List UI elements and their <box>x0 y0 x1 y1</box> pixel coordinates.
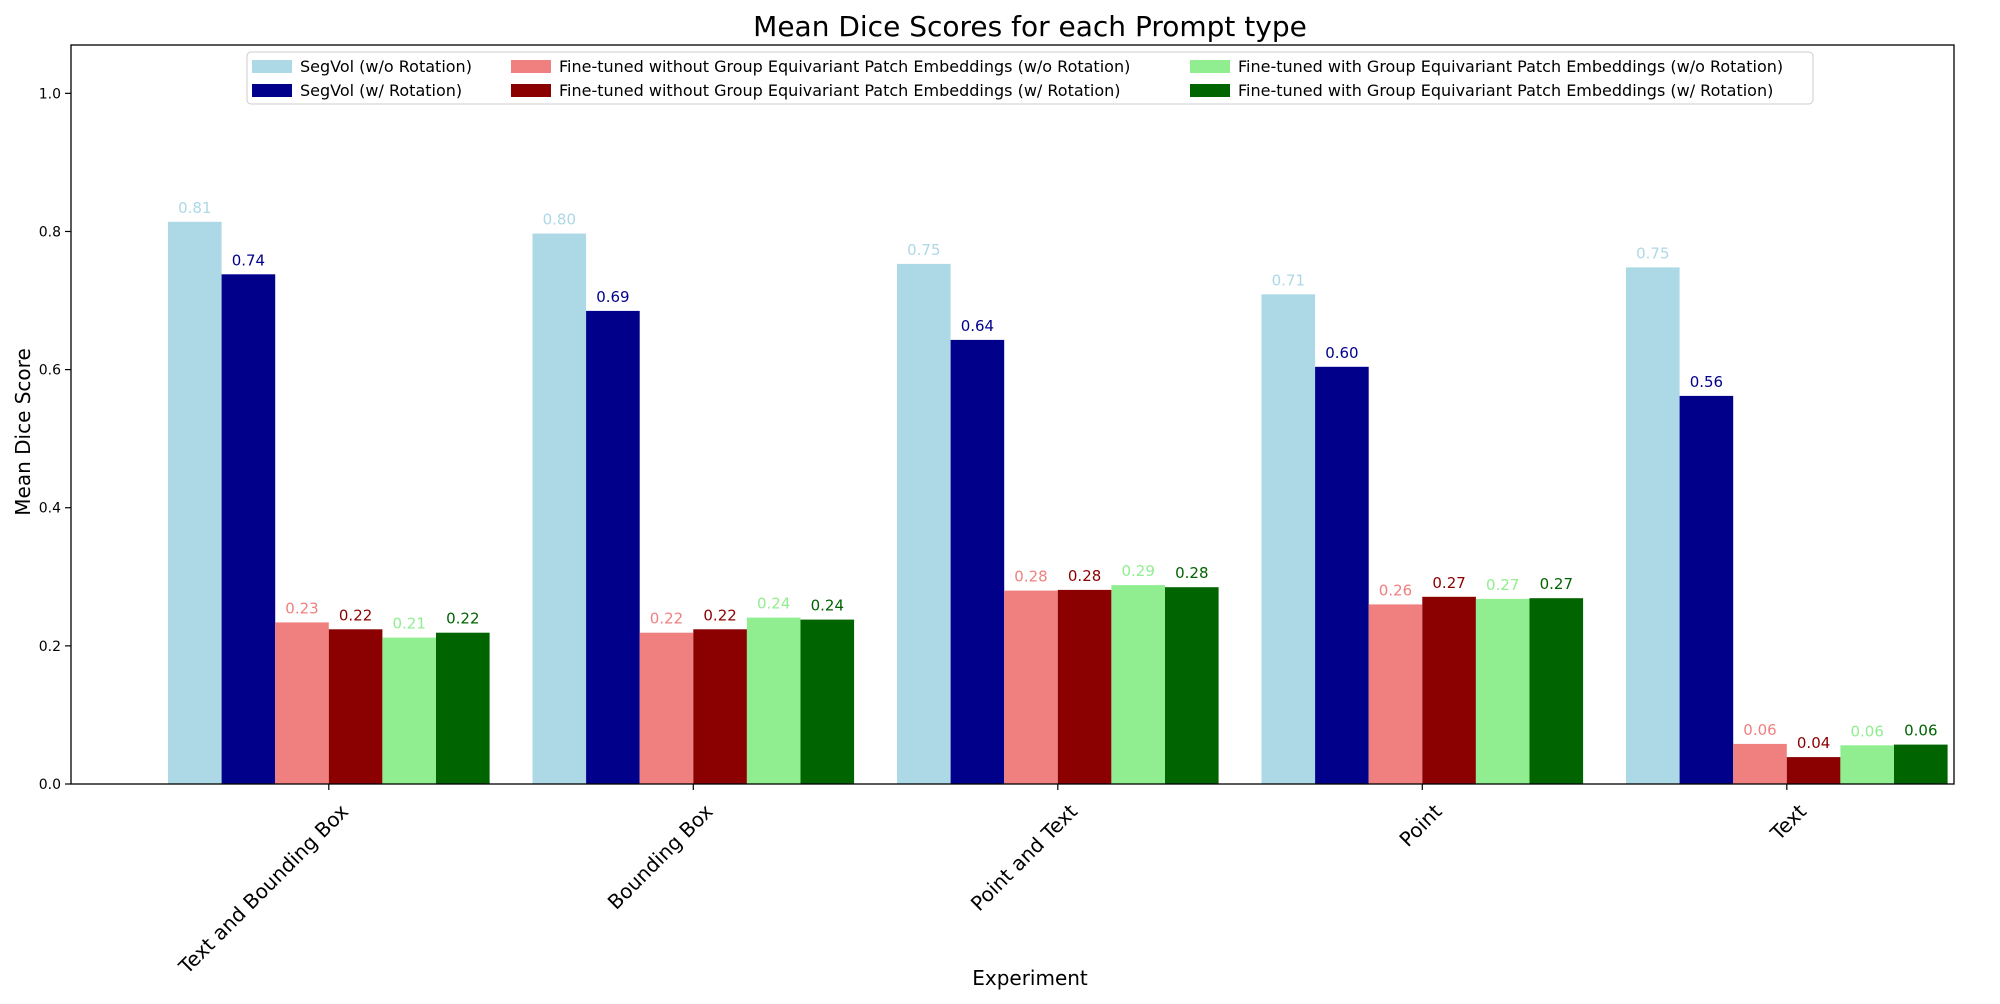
bar <box>746 617 801 784</box>
data-label: 0.75 <box>907 241 940 259</box>
data-label: 0.60 <box>1325 344 1358 362</box>
bar <box>275 622 329 784</box>
data-label: 0.56 <box>1690 373 1723 391</box>
data-label: 0.28 <box>1068 567 1101 585</box>
legend-entry-label: Fine-tuned without Group Equivariant Pat… <box>559 57 1130 76</box>
data-label: 0.71 <box>1272 271 1305 289</box>
data-label: 0.27 <box>1432 574 1465 592</box>
data-label: 0.22 <box>703 606 736 624</box>
bar <box>1679 395 1734 784</box>
data-label: 0.21 <box>392 615 425 633</box>
data-label: 0.26 <box>1379 581 1412 599</box>
bar <box>1786 757 1841 784</box>
y-tick-label: 0.0 <box>39 777 61 793</box>
bar <box>1626 267 1680 784</box>
data-label: 0.06 <box>1904 722 1937 740</box>
legend-box <box>246 51 1814 105</box>
legend-swatch <box>511 60 551 73</box>
y-tick-label: 0.2 <box>39 639 61 655</box>
data-label: 0.23 <box>285 599 318 617</box>
data-label: 0.24 <box>757 595 790 613</box>
legend-entry-label: Fine-tuned with Group Equivariant Patch … <box>1238 57 1783 76</box>
bar <box>950 339 1005 784</box>
data-label: 0.74 <box>232 251 265 269</box>
bar <box>1475 598 1530 784</box>
x-tick-label: Bounding Box <box>603 799 718 914</box>
data-label: 0.80 <box>543 211 576 229</box>
data-label: 0.06 <box>1850 722 1883 740</box>
legend-swatch <box>252 84 292 97</box>
axes-frame <box>70 44 1955 785</box>
y-tick-label: 0.4 <box>39 501 61 517</box>
data-label: 0.28 <box>1175 564 1208 582</box>
data-label: 0.69 <box>596 288 629 306</box>
bar <box>1315 366 1369 784</box>
bar <box>1004 590 1058 784</box>
legend-entry-label: Fine-tuned with Group Equivariant Patch … <box>1238 81 1773 100</box>
x-axis-label: Experiment <box>972 966 1088 990</box>
legend-swatch <box>1190 84 1230 97</box>
legend-entry-label: Fine-tuned without Group Equivariant Pat… <box>559 81 1121 100</box>
data-label: 0.22 <box>339 606 372 624</box>
bar <box>168 221 222 785</box>
bar <box>382 637 436 784</box>
data-label: 0.64 <box>961 317 994 335</box>
data-label: 0.75 <box>1636 244 1669 262</box>
bar <box>693 629 747 784</box>
data-label: 0.22 <box>650 610 683 628</box>
bar <box>1261 294 1316 784</box>
data-label: 0.28 <box>1014 568 1047 586</box>
bar <box>1422 596 1476 784</box>
bar <box>221 274 276 784</box>
data-label: 0.81 <box>178 199 211 217</box>
legend-swatch <box>252 60 292 73</box>
bar <box>1733 743 1787 784</box>
bar <box>436 632 490 784</box>
legend-swatch <box>511 84 551 97</box>
data-label: 0.27 <box>1486 576 1519 594</box>
x-tick-label: Text <box>1765 799 1811 845</box>
bar <box>639 632 694 784</box>
bar <box>800 619 855 784</box>
y-axis-label: Mean Dice Score <box>11 348 35 515</box>
x-tick-label: Point and Text <box>966 799 1082 915</box>
y-tick-label: 1.0 <box>39 86 61 102</box>
data-label: 0.24 <box>811 597 844 615</box>
bar <box>586 310 640 784</box>
legend-entry-label: SegVol (w/ Rotation) <box>300 81 462 100</box>
bar <box>897 263 951 784</box>
chart-title: Mean Dice Scores for each Prompt type <box>753 10 1307 43</box>
bar <box>328 629 383 784</box>
data-label: 0.29 <box>1121 562 1154 580</box>
y-tick-label: 0.8 <box>39 224 61 240</box>
data-label: 0.04 <box>1797 734 1830 752</box>
x-tick-label: Point <box>1394 799 1446 851</box>
bar <box>1529 598 1584 784</box>
plot-area: 0.81 0.80 0.75 0.71 0.75 0.74 0.69 0.64 0.60 0.56… <box>39 44 1955 979</box>
bar <box>532 233 587 784</box>
y-tick-label: 0.6 <box>39 363 61 379</box>
bar <box>1111 585 1165 784</box>
bar <box>1165 587 1219 784</box>
data-label: 0.27 <box>1540 575 1573 593</box>
legend-entry-label: SegVol (w/o Rotation) <box>300 57 472 76</box>
legend-swatch <box>1190 60 1230 73</box>
bar <box>1368 604 1423 784</box>
bar <box>1894 744 1948 784</box>
data-label: 0.22 <box>446 610 479 628</box>
bar <box>1057 589 1112 784</box>
bar <box>1840 745 1894 784</box>
data-label: 0.06 <box>1743 721 1776 739</box>
x-tick-label: Text and Bounding Box <box>173 799 353 979</box>
legend: SegVol (w/o Rotation) SegVol (w/ Rotation… <box>246 51 1814 105</box>
